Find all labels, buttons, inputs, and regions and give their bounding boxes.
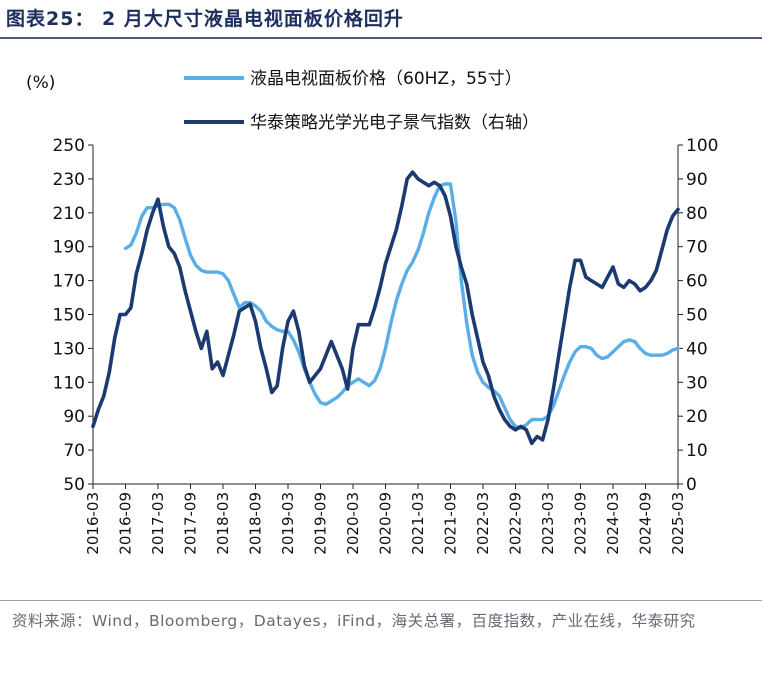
y-left-tick-label: 170 — [53, 272, 85, 292]
y-right-tick-label: 50 — [686, 306, 708, 326]
series-line-panel-price — [123, 182, 680, 430]
y-left-tick-label: 230 — [53, 170, 85, 190]
x-tick-label: 2020-09 — [377, 492, 395, 555]
x-tick-label: 2019-09 — [312, 492, 330, 555]
y-left-tick-label: 150 — [53, 306, 85, 326]
page-title: 图表25： 2 月大尺寸液晶电视面板价格回升 — [6, 8, 404, 30]
y-axis-left-label: (%) — [26, 73, 55, 93]
x-tick-label: 2021-09 — [442, 492, 460, 555]
x-tick-label: 2023-09 — [572, 492, 590, 555]
chart-legend: 液晶电视面板价格（60HZ，55寸） 华泰策略光学光电子景气指数（右轴） — [184, 69, 539, 133]
line-chart: 50 70 90 110 130 150 170 190 210 230 250 0 10 20 30 40 5… — [26, 69, 719, 555]
y-left-tick-label: 70 — [63, 441, 85, 461]
legend-label: 华泰策略光学光电子景气指数（右轴） — [250, 113, 539, 133]
y-right-tick-label: 100 — [686, 136, 718, 156]
x-tick-label: 2016-09 — [117, 492, 135, 555]
y-left-tick-label: 110 — [53, 373, 85, 393]
chart-lines — [91, 170, 680, 446]
x-tick-label: 2017-03 — [149, 492, 167, 555]
y-left-tick-label: 130 — [53, 339, 85, 359]
footer-divider — [0, 600, 762, 601]
y-left-tick-label: 250 — [53, 136, 85, 156]
x-tick-label: 2020-03 — [344, 492, 362, 555]
y-left-tick-label: 210 — [53, 204, 85, 224]
y-right-tick-label: 80 — [686, 204, 708, 224]
x-tick-label: 2018-03 — [214, 492, 232, 555]
y-right-tick-label: 70 — [686, 238, 708, 258]
series-line-optical-index — [91, 170, 680, 446]
y-right-tick-label: 60 — [686, 272, 708, 292]
title-divider — [0, 37, 762, 39]
x-tick-label: 2022-03 — [474, 492, 492, 555]
y-left-tick-label: 190 — [53, 238, 85, 258]
y-right-tick-label: 20 — [686, 407, 708, 427]
legend-label: 液晶电视面板价格（60HZ，55寸） — [250, 69, 522, 89]
y-right-tick-label: 10 — [686, 441, 708, 461]
x-tick-label: 2017-09 — [182, 492, 200, 555]
source-note: 资料来源：Wind，Bloomberg，Datayes，iFind，海关总署，百… — [12, 612, 696, 630]
x-tick-label: 2019-03 — [279, 492, 297, 555]
x-tick-label: 2024-03 — [604, 492, 622, 555]
x-tick-label: 2024-09 — [637, 492, 655, 555]
x-tick-label: 2016-03 — [84, 492, 102, 555]
y-left-tick-label: 50 — [63, 475, 85, 495]
x-tick-label: 2023-03 — [539, 492, 557, 555]
y-right-tick-label: 30 — [686, 373, 708, 393]
x-tick-label: 2025-03 — [669, 492, 687, 555]
y-right-tick-label: 90 — [686, 170, 708, 190]
y-right-tick-label: 40 — [686, 339, 708, 359]
x-tick-label: 2021-03 — [409, 492, 427, 555]
x-tick-label: 2022-09 — [507, 492, 525, 555]
x-tick-label: 2018-09 — [247, 492, 265, 555]
y-right-tick-label: 0 — [686, 475, 697, 495]
chart-axes: 50 70 90 110 130 150 170 190 210 230 250 0 10 20 30 40 5… — [53, 136, 719, 555]
y-left-tick-label: 90 — [63, 407, 85, 427]
